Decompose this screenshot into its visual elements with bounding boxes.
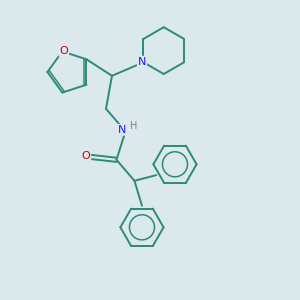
Text: O: O [59, 46, 68, 56]
Text: O: O [82, 151, 90, 161]
Text: N: N [138, 57, 146, 67]
Text: H: H [130, 121, 138, 131]
Text: N: N [118, 125, 126, 135]
